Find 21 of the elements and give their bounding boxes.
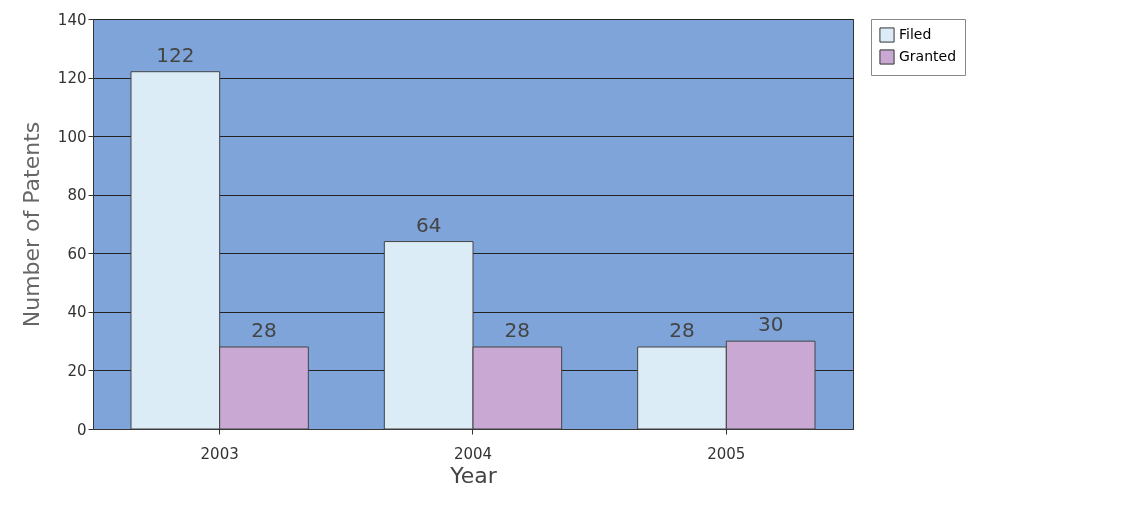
- data-label: 30: [757, 312, 784, 337]
- y-tick-label: 0: [76, 420, 87, 439]
- y-tick-label: 100: [57, 127, 87, 146]
- data-label: 122: [156, 42, 195, 67]
- legend-label: Granted: [899, 48, 957, 64]
- x-axis-title: Year: [449, 462, 498, 488]
- y-tick-label: 80: [67, 186, 87, 205]
- x-tick-label: 2005: [707, 444, 746, 463]
- legend-label: Filed: [899, 26, 932, 42]
- x-tick-label: 2004: [453, 444, 493, 463]
- y-tick-label: 60: [67, 244, 87, 263]
- y-tick-label: 40: [67, 303, 87, 322]
- x-tick-label: 2003: [200, 444, 239, 463]
- data-label: 28: [251, 318, 277, 342]
- y-tick-label: 120: [57, 69, 87, 88]
- data-label: 28: [504, 318, 531, 342]
- y-axis-title: Number of Patents: [18, 121, 44, 328]
- data-label: 64: [415, 212, 442, 237]
- data-label: 28: [669, 318, 695, 342]
- y-tick-label: 20: [67, 361, 87, 380]
- y-tick-label: 140: [57, 10, 87, 29]
